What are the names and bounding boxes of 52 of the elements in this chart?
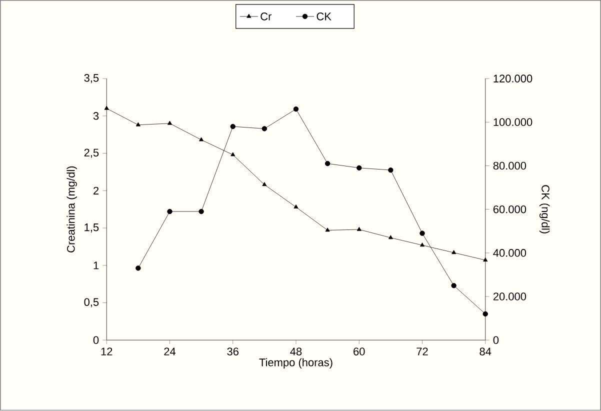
y-tick-label: 2 xyxy=(94,187,99,195)
legend-label: CK xyxy=(316,12,332,21)
y-tick-label: 2,5 xyxy=(84,148,99,158)
point xyxy=(324,161,330,166)
y2-tick-label: 80.000 xyxy=(493,162,526,170)
point xyxy=(104,106,109,110)
point xyxy=(230,124,236,130)
point xyxy=(356,227,362,232)
point xyxy=(136,266,141,271)
point xyxy=(293,106,299,112)
x-tick-label: 24 xyxy=(164,348,176,356)
y2-tick-label: 60.000 xyxy=(493,206,526,214)
x-tick-label: 60 xyxy=(354,348,365,356)
point xyxy=(356,166,362,171)
y-tick-label: 0 xyxy=(93,336,99,344)
legend-label: Cr xyxy=(260,12,272,21)
x-tick-label: 36 xyxy=(227,348,238,356)
point xyxy=(198,209,204,214)
y2-axis-title: CK (ng/dl) xyxy=(539,185,550,234)
x-axis-title: Tiempo (horas) xyxy=(259,358,332,369)
y-axis-title: Creatinina (mg/dl) xyxy=(66,166,77,253)
x-tick-label: 48 xyxy=(290,348,302,356)
x-tick-label: 12 xyxy=(101,348,112,356)
point xyxy=(230,152,236,156)
y-tick-label: 0,5 xyxy=(84,298,99,308)
point xyxy=(452,250,456,254)
y-tick-label: 3 xyxy=(93,112,99,120)
point xyxy=(294,204,298,209)
point xyxy=(483,258,488,262)
point xyxy=(388,168,394,173)
point xyxy=(325,228,330,232)
x-tick-label: 84 xyxy=(480,348,492,356)
point xyxy=(388,235,393,240)
y-tick-label: 3,5 xyxy=(84,74,99,84)
point xyxy=(262,126,268,132)
point xyxy=(262,182,267,186)
point xyxy=(420,242,425,247)
point xyxy=(167,209,172,214)
point xyxy=(451,283,456,288)
point xyxy=(199,137,204,142)
point xyxy=(420,230,425,236)
y2-tick-label: 120.000 xyxy=(494,74,532,83)
y-tick-label: 1 xyxy=(94,262,99,270)
y2-tick-label: 20.000 xyxy=(493,292,526,301)
y2-tick-label: 100.000 xyxy=(494,118,532,126)
point xyxy=(482,312,488,317)
point xyxy=(167,120,172,125)
y2-tick-label: 40.000 xyxy=(493,249,526,257)
y2-tick-label: 0 xyxy=(493,336,499,344)
y-tick-label: 1,5 xyxy=(84,224,99,233)
point xyxy=(136,122,140,126)
x-tick-label: 72 xyxy=(416,348,428,356)
